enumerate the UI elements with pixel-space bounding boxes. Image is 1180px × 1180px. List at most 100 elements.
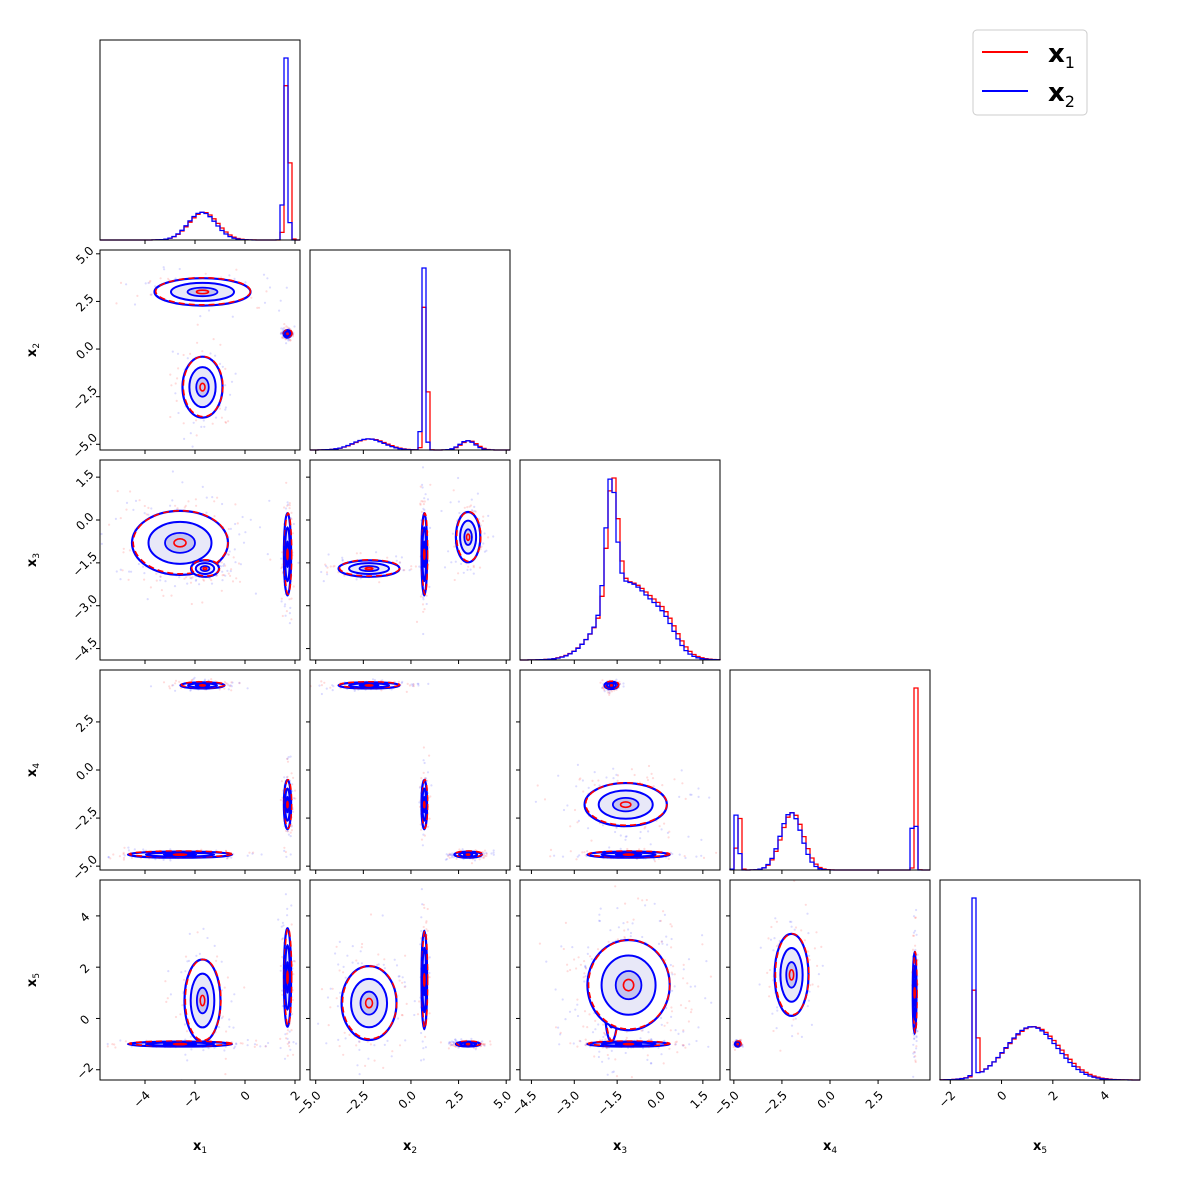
scatter-point [649, 1062, 653, 1065]
scatter-point [687, 1020, 691, 1023]
scatter-point [107, 856, 110, 859]
scatter-point [600, 686, 604, 689]
scatter-point [650, 772, 653, 776]
scatter-point [401, 976, 404, 979]
scatter-point [404, 985, 407, 988]
scatter-point [283, 776, 286, 779]
scatter-point [182, 978, 186, 981]
scatter-point [790, 1024, 794, 1027]
scatter-point [564, 1018, 567, 1021]
scatter-point [794, 1017, 797, 1020]
scatter-point [184, 955, 188, 958]
scatter-point [689, 985, 692, 988]
scatter-point [534, 800, 538, 803]
contour-outer-red [341, 965, 398, 1040]
scatter-point [147, 513, 150, 516]
scatter-point [481, 519, 485, 523]
x-tick-label: 2 [1046, 1088, 1061, 1103]
scatter-point [478, 858, 481, 861]
scatter-point [220, 960, 223, 963]
scatter-point [682, 968, 685, 971]
scatter-point [253, 1045, 256, 1048]
scatter-point [122, 551, 125, 554]
scatter-point [358, 1073, 361, 1076]
x-tick-label: −2.5 [341, 1088, 372, 1119]
scatter-point [189, 432, 192, 435]
histogram-x1 [100, 57, 300, 241]
scatter-point [806, 950, 810, 953]
contour-core-red [622, 1042, 635, 1046]
scatter-point [176, 352, 180, 355]
scatter-point [473, 505, 476, 508]
scatter-point [469, 568, 472, 571]
scatter-point [170, 384, 173, 387]
scatter-point [281, 989, 284, 992]
contour-core-red [465, 533, 471, 542]
y-tick-label: −2.5 [70, 383, 101, 414]
scatter-point [451, 852, 454, 855]
y-tick-label: −1.5 [70, 549, 101, 580]
scatter-point [424, 1046, 427, 1049]
scatter-point [378, 581, 381, 584]
contour-set-21 [454, 1040, 482, 1048]
scatter-point [306, 571, 308, 573]
scatter-point [661, 942, 664, 945]
histogram-line-x2 [310, 267, 510, 451]
scatter-point [189, 576, 192, 580]
scatter-point [587, 946, 590, 949]
scatter-point [582, 976, 585, 979]
panel-frame-1-1 [309, 249, 511, 451]
scatter-point [170, 594, 173, 597]
scatter-point [163, 268, 166, 271]
y-axis-label-x4: x4 [25, 763, 42, 777]
scatter-point [122, 858, 125, 861]
scatter-point [593, 1055, 596, 1058]
scatter-point [617, 926, 621, 929]
scatter-point [768, 985, 771, 988]
scatter-point [420, 929, 423, 933]
scatter-point [181, 1004, 184, 1007]
contour-inner [358, 565, 380, 573]
scatter-point [331, 684, 334, 687]
scatter-point [482, 1043, 485, 1046]
scatter-point [230, 689, 233, 692]
scatter-point [293, 797, 296, 800]
scatter-point [149, 279, 152, 283]
scatter-point [227, 553, 230, 556]
scatter-point [231, 681, 234, 684]
scatter-point [641, 935, 644, 939]
scatter-point [597, 1023, 600, 1026]
scatter-point [476, 492, 479, 495]
scatter-point [428, 976, 431, 979]
scatter-point [122, 547, 125, 550]
scatter-point [576, 1003, 579, 1006]
scatter-point [169, 504, 172, 507]
scatter-point [401, 680, 404, 684]
histogram-line-x2 [520, 478, 721, 661]
scatter-point [439, 1041, 442, 1044]
scatter-point [630, 768, 634, 771]
scatter-point [290, 597, 293, 600]
scatter-point [259, 1045, 262, 1048]
scatter-point [791, 1035, 794, 1038]
scatter-point [169, 415, 172, 419]
scatter-point [428, 971, 431, 975]
scatter-point [143, 511, 146, 515]
scatter-point [560, 945, 563, 948]
scatter-point [410, 565, 413, 568]
scatter-point [284, 850, 287, 854]
scatter-point [169, 373, 172, 376]
scatter-point [650, 1038, 653, 1041]
scatter-point [492, 849, 495, 852]
scatter-point [280, 551, 284, 554]
scatter-point [195, 434, 198, 437]
scatter-point [155, 579, 158, 582]
scatter-point [427, 682, 430, 686]
scatter-point [653, 858, 656, 861]
scatter-point [292, 776, 295, 780]
scatter-point [287, 756, 290, 759]
scatter-point [689, 1011, 693, 1014]
scatter-point [291, 783, 294, 786]
scatter-point [461, 848, 464, 851]
scatter-point [478, 566, 482, 569]
